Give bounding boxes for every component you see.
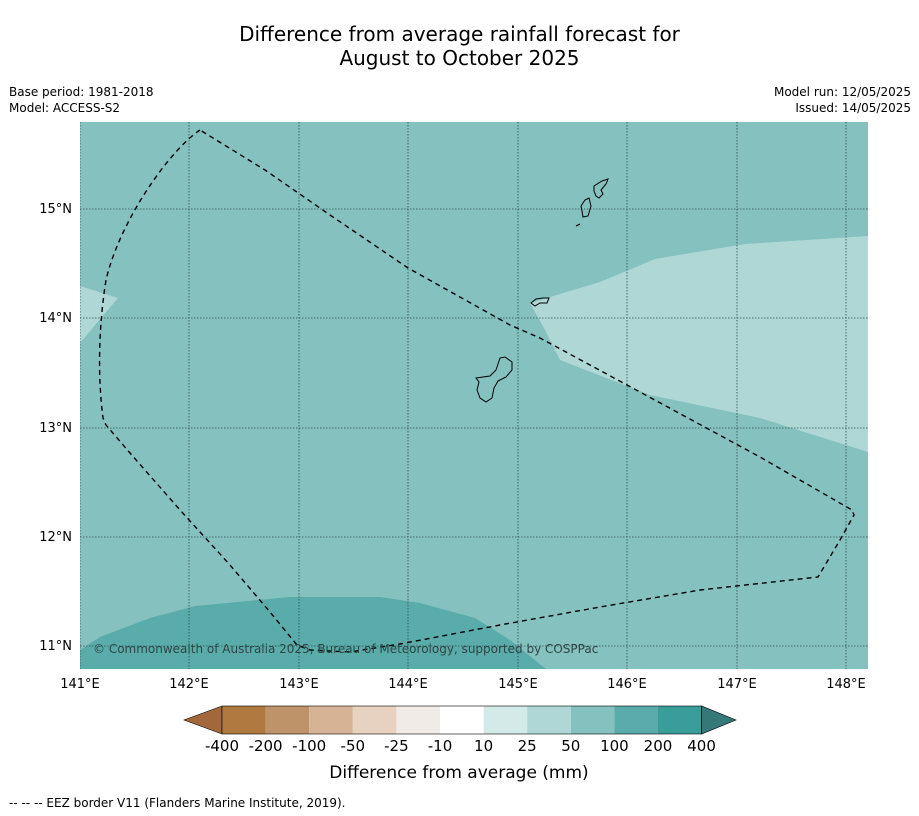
colorbar-tick-label: 50 [561, 737, 580, 755]
lon-label: 144°E [388, 677, 428, 692]
colorbar-segment [265, 706, 310, 734]
base-period: Base period: 1981-2018 [9, 85, 154, 99]
longitude-labels: 141°E 142°E 143°E 144°E 145°E 146°E 147°… [60, 677, 866, 692]
colorbar-segment [309, 706, 353, 734]
model-run: Model run: 12/05/2025 [773, 85, 911, 99]
island-outlines [475, 178, 609, 403]
issued-date: Issued: 14/05/2025 [795, 101, 911, 115]
colorbar-legend: -400 -200 -100 -50 -25 -10 10 25 50 100 200 400 [183, 705, 737, 755]
light-anomaly-region-west [80, 286, 118, 343]
saipan-island [593, 178, 609, 199]
info-right: Model run: 12/05/2025 Issued: 14/05/2025 [774, 84, 911, 116]
colorbar-segment [658, 706, 702, 734]
colorbar-outline [221, 705, 702, 735]
lon-label: 143°E [279, 677, 319, 692]
lat-label: 11°N [39, 639, 72, 654]
aguijan-island [575, 223, 581, 227]
colorbar-tick-label: -200 [249, 737, 283, 755]
colorbar-segment [396, 706, 440, 734]
lon-label: 142°E [169, 677, 209, 692]
latitude-labels: 15°N 14°N 13°N 12°N 11°N [39, 202, 72, 654]
eez-footnote: -- -- -- EEZ border V11 (Flanders Marine… [9, 796, 346, 810]
colorbar-segment [222, 706, 266, 734]
colorbar-tick-label: 100 [600, 737, 629, 755]
rota-island [530, 297, 550, 307]
eez-border [98, 129, 855, 653]
lat-label: 14°N [39, 311, 72, 326]
colorbar-tick-label: -100 [292, 737, 326, 755]
forecast-map: © Commonwealth of Australia 2025, Bureau… [39, 122, 868, 783]
colorbar-segment [483, 706, 528, 734]
colorbar-extend-low [183, 705, 223, 735]
lon-label: 148°E [826, 677, 866, 692]
title-line-2: August to October 2025 [339, 46, 580, 70]
info-left: Base period: 1981-2018 Model: ACCESS-S2 [9, 84, 154, 116]
lon-label: 145°E [498, 677, 538, 692]
lat-label: 15°N [39, 202, 72, 217]
lon-label: 141°E [60, 677, 100, 692]
lat-label: 12°N [39, 530, 72, 545]
colorbar-segment [440, 706, 484, 734]
colorbar-segment [527, 706, 571, 734]
tinian-island [580, 197, 592, 218]
colorbar-tick-label: 200 [644, 737, 673, 755]
lon-label: 147°E [717, 677, 757, 692]
colorbar-tick-label: 400 [687, 737, 716, 755]
chart-title: Difference from average rainfall forecas… [0, 22, 919, 70]
colorbar-tick-label: 10 [474, 737, 493, 755]
dark-anomaly-region-south [80, 597, 546, 669]
colorbar-tick-label: -50 [341, 737, 366, 755]
colorbar-segment [570, 706, 615, 734]
lon-label: 146°E [607, 677, 647, 692]
map-gridlines [80, 122, 868, 669]
colorbar-segment [352, 706, 397, 734]
colorbar-tick-label: -25 [384, 737, 409, 755]
title-line-1: Difference from average rainfall forecas… [239, 22, 680, 46]
colorbar-tick-label: 25 [518, 737, 537, 755]
colorbar-extend-high [701, 705, 737, 735]
colorbar-segment [614, 706, 658, 734]
light-anomaly-region-east [530, 236, 868, 452]
colorbar-label: Difference from average (mm) [329, 763, 588, 783]
lat-label: 13°N [39, 421, 72, 436]
guam-island [475, 356, 513, 403]
copyright-text: © Commonwealth of Australia 2025, Bureau… [93, 642, 598, 656]
colorbar-tick-label: -10 [428, 737, 453, 755]
colorbar-tick-label: -400 [205, 737, 239, 755]
model-name: Model: ACCESS-S2 [9, 101, 121, 115]
